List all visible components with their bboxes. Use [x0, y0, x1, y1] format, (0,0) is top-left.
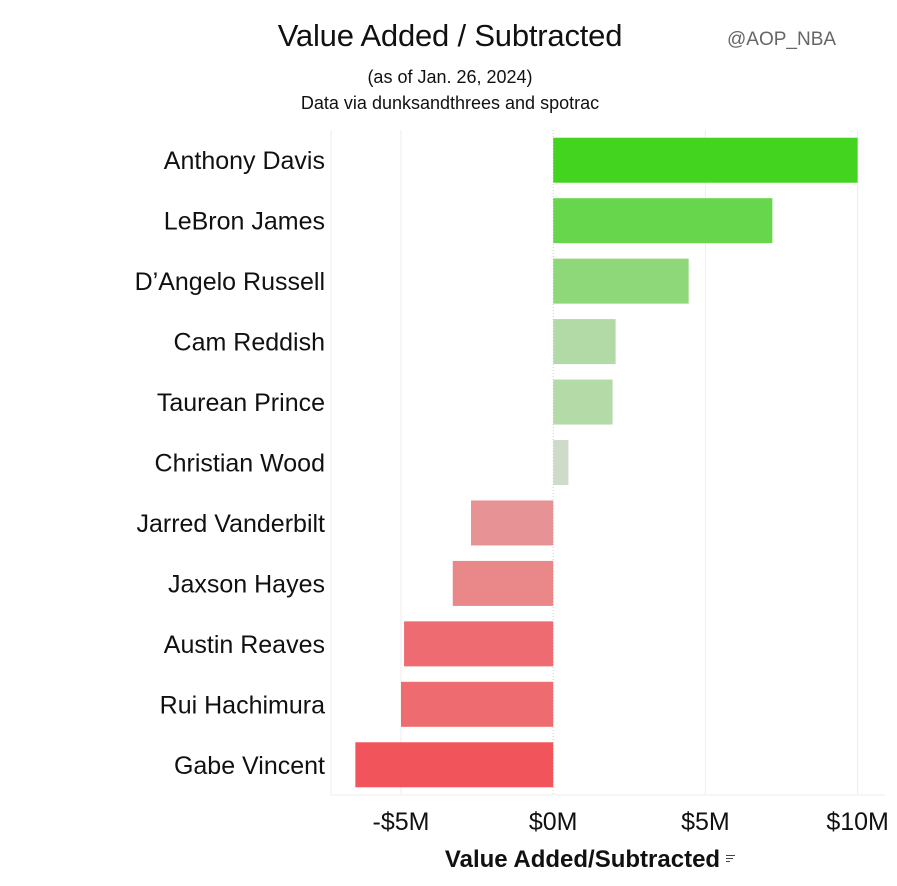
- category-label-4: Taurean Prince: [157, 389, 325, 417]
- bar-5[interactable]: [553, 440, 569, 485]
- x-tick-label-2: $5M: [681, 808, 730, 836]
- x-tick-label-3: $10M: [826, 808, 889, 836]
- bar-0[interactable]: [553, 137, 858, 183]
- category-label-10: Gabe Vincent: [174, 752, 325, 780]
- x-axis-title[interactable]: Value Added/Subtracted: [430, 846, 750, 874]
- category-label-9: Rui Hachimura: [160, 691, 325, 719]
- chart-title: Value Added / Subtracted: [277, 18, 623, 53]
- category-label-2: D’Angelo Russell: [135, 268, 325, 296]
- bar-1[interactable]: [553, 198, 773, 244]
- category-label-8: Austin Reaves: [164, 631, 325, 659]
- category-label-1: LeBron James: [164, 208, 325, 236]
- category-label-6: Jarred Vanderbilt: [136, 510, 325, 538]
- bar-6[interactable]: [471, 500, 554, 546]
- bar-3[interactable]: [553, 319, 616, 365]
- bar-7[interactable]: [452, 560, 554, 606]
- bar-4[interactable]: [553, 379, 613, 425]
- sort-icon[interactable]: [726, 854, 736, 863]
- bar-9[interactable]: [401, 681, 554, 727]
- subtitle-date: (as of Jan. 26, 2024): [367, 67, 533, 87]
- chart-subtitle: (as of Jan. 26, 2024) Data via dunksandt…: [230, 64, 670, 116]
- category-label-0: Anthony Davis: [164, 147, 325, 175]
- category-label-5: Christian Wood: [155, 450, 325, 478]
- subtitle-source: Data via dunksandthrees and spotrac: [300, 93, 600, 113]
- category-label-7: Jaxson Hayes: [168, 570, 325, 598]
- bar-8[interactable]: [404, 621, 554, 667]
- x-tick-label-1: $0M: [529, 808, 578, 836]
- bar-10[interactable]: [355, 742, 554, 788]
- category-label-3: Cam Reddish: [174, 329, 325, 357]
- bar-2[interactable]: [553, 258, 689, 304]
- x-axis-title-text: Value Added/Subtracted: [444, 846, 721, 873]
- watermark-handle: @AOP_NBA: [727, 29, 837, 50]
- x-tick-label-0: -$5M: [373, 808, 430, 836]
